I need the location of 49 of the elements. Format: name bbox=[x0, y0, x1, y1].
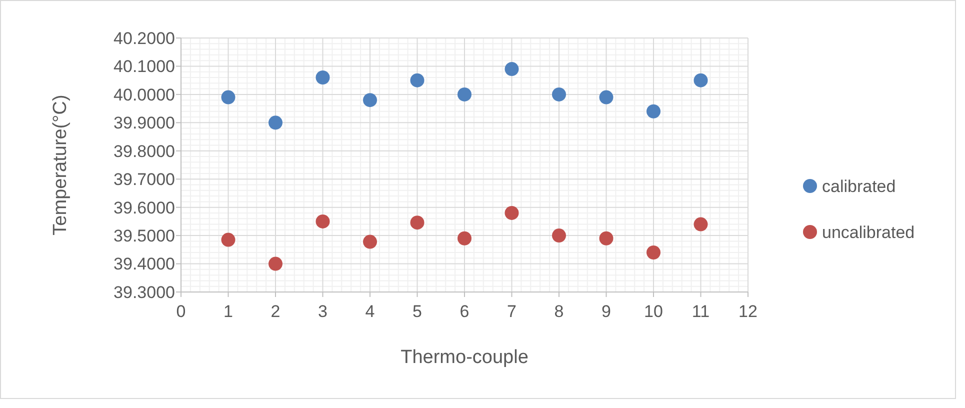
y-tick-label: 39.6000 bbox=[114, 198, 175, 218]
point bbox=[316, 70, 330, 85]
point bbox=[458, 231, 472, 246]
y-tick-label: 39.4000 bbox=[114, 254, 175, 274]
y-tick-label: 40.1000 bbox=[114, 57, 175, 76]
x-tick-label: 9 bbox=[602, 302, 611, 321]
point bbox=[410, 73, 424, 88]
y-tick-label: 39.5000 bbox=[114, 226, 175, 246]
point bbox=[268, 116, 282, 130]
point bbox=[504, 62, 519, 76]
point bbox=[221, 90, 236, 104]
point bbox=[646, 245, 660, 260]
x-tick-label: 10 bbox=[644, 302, 663, 321]
y-tick-label: 39.9000 bbox=[114, 114, 175, 133]
y-tick-label: 39.3000 bbox=[114, 282, 175, 302]
y-tick-label: 39.7000 bbox=[114, 170, 175, 190]
x-tick-label: 2 bbox=[270, 302, 280, 321]
y-axis-title: Temperature(°C) bbox=[50, 94, 71, 236]
x-tick-label: 0 bbox=[176, 302, 186, 321]
x-tick-label: 11 bbox=[692, 302, 710, 321]
legend-label: uncalibrated bbox=[822, 222, 915, 242]
y-tick-label: 40.0000 bbox=[114, 85, 175, 104]
point bbox=[410, 216, 424, 230]
point bbox=[552, 87, 566, 102]
x-tick-label: 4 bbox=[365, 302, 375, 321]
point bbox=[552, 228, 566, 243]
point bbox=[458, 87, 472, 102]
legend-label: calibrated bbox=[822, 176, 896, 196]
x-tick-label: 8 bbox=[554, 302, 564, 321]
x-tick-label: 1 bbox=[224, 302, 233, 321]
x-tick-label: 6 bbox=[460, 302, 470, 321]
point bbox=[221, 232, 236, 247]
x-axis-title: Thermo-couple bbox=[400, 347, 528, 368]
y-tick-label: 39.8000 bbox=[114, 142, 175, 161]
point bbox=[363, 234, 377, 249]
x-tick-label: 7 bbox=[507, 302, 516, 321]
x-tick-label: 5 bbox=[412, 302, 422, 321]
y-tick-label: 40.2000 bbox=[114, 28, 175, 48]
point bbox=[599, 90, 614, 104]
point bbox=[694, 73, 708, 88]
x-tick-label: 3 bbox=[318, 302, 328, 321]
point bbox=[268, 256, 282, 271]
point bbox=[599, 231, 614, 246]
point bbox=[504, 206, 519, 220]
point bbox=[646, 104, 660, 118]
point bbox=[363, 93, 377, 108]
point bbox=[694, 217, 708, 232]
x-tick-label: 12 bbox=[738, 302, 758, 321]
point bbox=[316, 214, 330, 228]
